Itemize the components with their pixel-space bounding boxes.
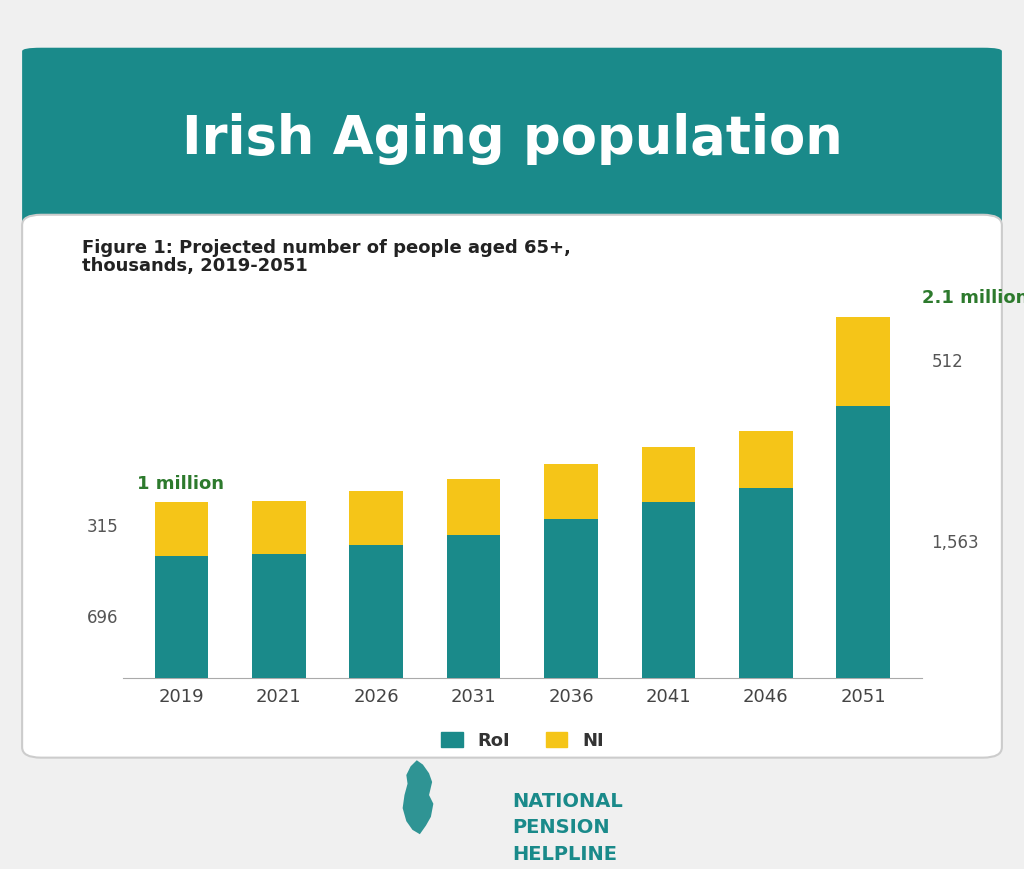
- Bar: [739, 432, 793, 488]
- Legend: RoI, NI: RoI, NI: [434, 725, 610, 757]
- Text: 512: 512: [932, 353, 964, 371]
- Text: Figure 1: Projected number of people aged 65+,: Figure 1: Projected number of people age…: [82, 239, 570, 257]
- PathPatch shape: [402, 760, 433, 834]
- Bar: [642, 448, 695, 502]
- Text: 696: 696: [86, 608, 118, 627]
- FancyBboxPatch shape: [23, 216, 1001, 758]
- Text: thousands, 2019-2051: thousands, 2019-2051: [82, 256, 307, 275]
- Bar: [837, 406, 890, 678]
- Bar: [252, 501, 305, 554]
- Text: 1 million: 1 million: [137, 474, 224, 492]
- Bar: [155, 557, 208, 678]
- Bar: [642, 502, 695, 678]
- Bar: [155, 502, 208, 557]
- Text: 1,563: 1,563: [932, 533, 979, 551]
- Bar: [252, 554, 305, 678]
- Bar: [739, 488, 793, 678]
- FancyBboxPatch shape: [23, 49, 1001, 229]
- Bar: [544, 465, 598, 520]
- Bar: [349, 546, 402, 678]
- Bar: [349, 491, 402, 546]
- Text: Irish Aging population: Irish Aging population: [181, 113, 843, 165]
- Bar: [446, 535, 501, 678]
- Bar: [544, 520, 598, 678]
- Bar: [837, 317, 890, 406]
- Text: 315: 315: [86, 517, 118, 535]
- Bar: [446, 480, 501, 535]
- Text: 2.1 million: 2.1 million: [922, 289, 1024, 307]
- Text: NATIONAL
PENSION
HELPLINE: NATIONAL PENSION HELPLINE: [512, 791, 623, 863]
